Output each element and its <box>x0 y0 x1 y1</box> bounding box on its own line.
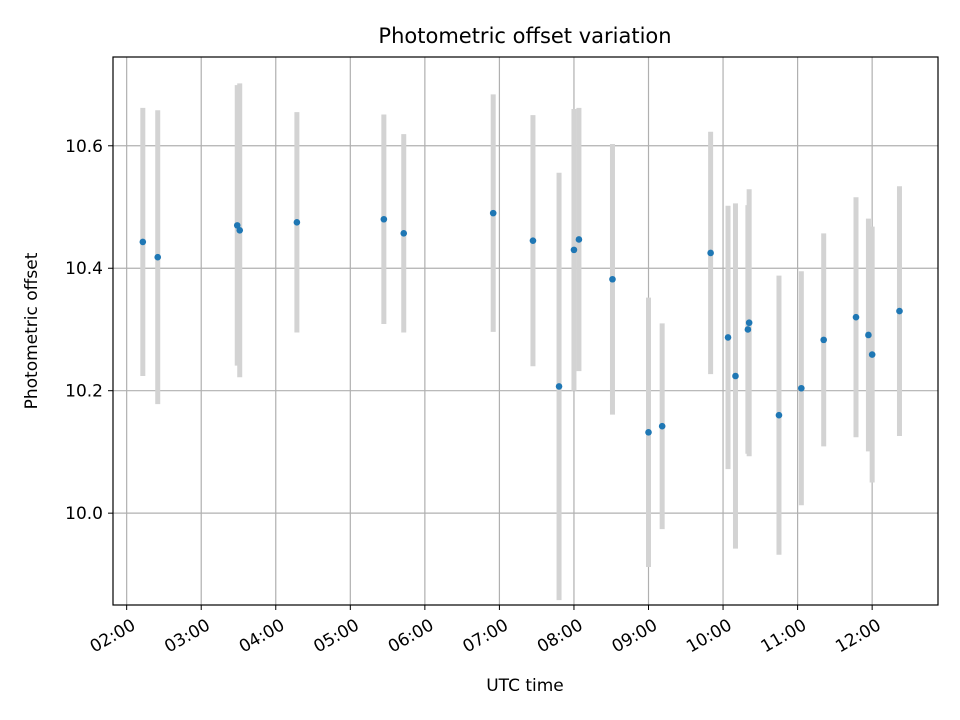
data-point <box>139 238 147 246</box>
data-points <box>139 209 903 436</box>
data-point <box>745 319 753 327</box>
y-tick-label: 10.6 <box>65 137 103 157</box>
data-point <box>724 334 732 341</box>
data-point <box>868 351 876 358</box>
data-point <box>645 429 652 436</box>
data-point <box>732 372 739 380</box>
data-point <box>820 336 827 344</box>
plot-frame <box>112 56 939 606</box>
data-point <box>896 307 903 315</box>
data-point <box>293 219 301 226</box>
y-axis-label: Photometric offset <box>22 252 42 409</box>
data-point <box>609 275 616 283</box>
data-point <box>489 209 497 217</box>
data-point <box>570 246 578 254</box>
x-axis-label: UTC time <box>486 676 564 696</box>
y-tick-label: 10.4 <box>65 259 103 279</box>
data-point <box>865 331 872 339</box>
data-point <box>380 215 388 223</box>
data-point <box>575 236 583 243</box>
y-tick-label: 10.0 <box>65 504 103 524</box>
data-point <box>707 249 714 257</box>
data-point <box>798 384 805 392</box>
data-point <box>852 313 860 321</box>
y-tick-label: 10.2 <box>65 382 103 402</box>
data-point <box>775 411 783 419</box>
data-point <box>154 253 162 261</box>
data-point <box>233 222 241 229</box>
data-point <box>658 422 666 430</box>
data-point <box>529 237 537 244</box>
data-point <box>555 383 563 390</box>
data-point <box>744 326 752 333</box>
data-point <box>236 226 244 234</box>
data-point <box>400 230 408 237</box>
chart-title: Photometric offset variation <box>378 24 671 48</box>
